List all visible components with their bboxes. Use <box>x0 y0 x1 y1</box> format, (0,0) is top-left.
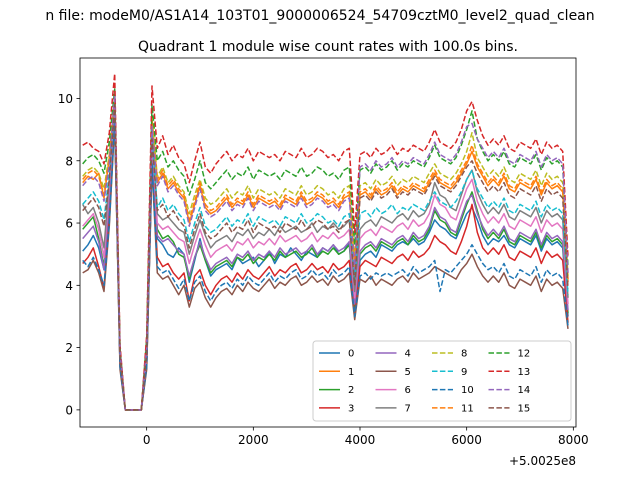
y-tick-label: 4 <box>65 279 73 293</box>
series-line-12 <box>82 88 569 411</box>
legend-label: 13 <box>518 367 531 378</box>
legend-label: 15 <box>518 403 531 414</box>
legend-entry-15: 15 <box>488 403 531 414</box>
legend-label: 4 <box>405 349 411 360</box>
legend-label: 11 <box>461 403 474 414</box>
legend-entry-14: 14 <box>488 385 531 396</box>
series-line-13 <box>82 72 569 411</box>
legend-entry-10: 10 <box>432 385 474 396</box>
legend-label: 2 <box>348 385 354 396</box>
series-line-1 <box>82 103 569 411</box>
series-line-2 <box>82 107 569 411</box>
y-tick-label: 8 <box>65 154 73 168</box>
y-tick-label: 10 <box>58 92 73 106</box>
series-line-9 <box>82 100 569 411</box>
legend-label: 14 <box>518 385 531 396</box>
legend-label: 0 <box>348 349 354 360</box>
legend-label: 6 <box>405 385 411 396</box>
series-line-6 <box>82 100 569 411</box>
legend-label: 12 <box>518 349 531 360</box>
series-line-15 <box>82 103 569 411</box>
x-tick-label: 0 <box>143 433 151 447</box>
legend-entry-9: 9 <box>432 367 467 378</box>
x-tick-label: 4000 <box>345 433 376 447</box>
figure-suptitle: n file: modeM0/AS1A14_103T01_9000006524_… <box>45 8 594 24</box>
chart-title: Quadrant 1 module wise count rates with … <box>138 39 518 55</box>
legend-label: 7 <box>405 403 411 414</box>
y-axis: 0 2 4 6 8 10 <box>58 92 80 417</box>
legend-label: 5 <box>405 367 411 378</box>
legend-entry-2: 2 <box>319 385 354 396</box>
legend-entry-13: 13 <box>488 367 531 378</box>
series-lines <box>82 72 569 411</box>
legend-entry-11: 11 <box>432 403 474 414</box>
y-tick-label: 6 <box>65 217 73 231</box>
legend-entry-6: 6 <box>375 385 411 396</box>
legend-label: 1 <box>348 367 354 378</box>
series-line-4 <box>82 110 569 411</box>
series-line-7 <box>82 91 569 411</box>
legend-label: 3 <box>348 403 354 414</box>
y-tick-label: 0 <box>65 403 73 417</box>
series-line-14 <box>82 94 569 411</box>
x-axis: 0 2000 4000 6000 8000 <box>143 427 589 447</box>
series-line-8 <box>82 97 569 411</box>
legend-entry-0: 0 <box>319 349 354 360</box>
legend-label: 9 <box>461 367 467 378</box>
legend-label: 10 <box>461 385 474 396</box>
series-line-3 <box>82 116 569 411</box>
axes-frame <box>79 57 577 428</box>
x-tick-label: 8000 <box>558 433 589 447</box>
series-line-10 <box>82 119 569 411</box>
legend-entry-3: 3 <box>319 403 354 414</box>
x-axis-offset-label: +5.0025e8 <box>509 454 576 468</box>
series-line-5 <box>82 122 569 411</box>
legend-entry-12: 12 <box>488 349 531 360</box>
legend-entry-4: 4 <box>375 349 411 360</box>
legend-label: 8 <box>461 349 467 360</box>
legend-entry-1: 1 <box>319 367 354 378</box>
y-tick-label: 2 <box>65 341 73 355</box>
legend-entry-7: 7 <box>375 403 411 414</box>
legend-box <box>312 340 572 422</box>
legend-entry-8: 8 <box>432 349 467 360</box>
legend-entry-5: 5 <box>375 367 411 378</box>
x-tick-label: 6000 <box>451 433 482 447</box>
x-tick-label: 2000 <box>238 433 269 447</box>
